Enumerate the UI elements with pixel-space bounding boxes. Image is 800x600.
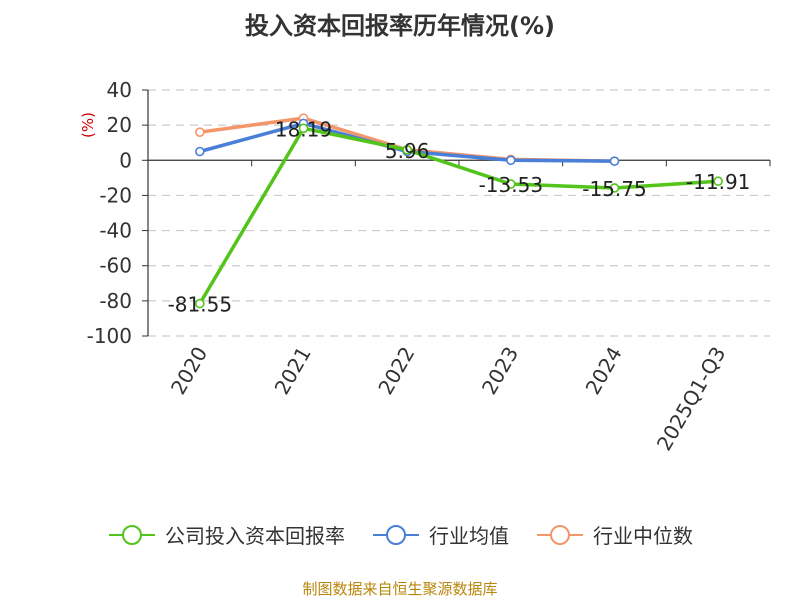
series-point-0 <box>298 123 309 134</box>
legend-item-2[interactable]: 行业中位数 <box>535 520 693 549</box>
y-tick-label: -60 <box>99 254 132 278</box>
series-point-2 <box>195 127 205 137</box>
series-lines <box>195 113 723 309</box>
data-label: 18.19 <box>275 117 332 141</box>
y-tick-label: -100 <box>87 324 132 348</box>
x-tick-label: 2022 <box>373 343 419 399</box>
data-labels: -81.55 18.19 5.96 -13.53 -15.75 -11.91 <box>168 117 751 316</box>
series-point-1 <box>506 155 516 166</box>
data-label: -13.53 <box>479 173 543 197</box>
data-label: -81.55 <box>168 293 232 317</box>
legend-marker <box>386 524 406 545</box>
legend-marker <box>122 524 142 545</box>
chart-title: 投入资本回报率历年情况(%) <box>245 12 555 40</box>
legend-symbol-icon <box>109 524 155 545</box>
x-tick-label: 2021 <box>270 343 316 399</box>
series-point-0 <box>506 179 516 189</box>
data-label: 5.96 <box>385 139 430 163</box>
x-tick-label: 2024 <box>581 343 627 399</box>
legend: 公司投入资本回报率 行业均值 行业中位数 <box>0 520 800 549</box>
y-tick-label: 20 <box>107 113 132 137</box>
data-label: -15.75 <box>582 177 646 201</box>
x-tick-label: 2023 <box>477 343 523 399</box>
y-tick-label: -20 <box>99 183 132 207</box>
y-tick-label: 40 <box>107 78 132 102</box>
y-tick-label: -40 <box>99 219 132 243</box>
y-tick-label: 0 <box>119 148 132 172</box>
series-point-0 <box>195 298 205 309</box>
x-tick-label: 2020 <box>166 343 212 399</box>
source-note: 制图数据来自恒生聚源数据库 <box>302 580 498 598</box>
legend-item-0[interactable]: 公司投入资本回报率 <box>107 520 345 549</box>
legend-symbol-icon <box>373 524 419 545</box>
line-chart: 40 20 0 -20 -40 -60 -80 -100 2020 2021 2022 2023 202… <box>79 78 771 455</box>
series-point-0 <box>609 183 620 193</box>
legend-symbol-icon <box>537 524 583 545</box>
x-tick-label: 2025Q1-Q3 <box>652 343 731 455</box>
series-line-0 <box>198 126 719 305</box>
legend-label: 行业中位数 <box>593 524 693 548</box>
legend-label: 行业均值 <box>429 524 509 548</box>
legend-label: 公司投入资本回报率 <box>165 524 345 548</box>
legend-marker <box>550 524 570 545</box>
legend-item-1[interactable]: 行业均值 <box>371 520 509 549</box>
series-point-1 <box>609 156 620 166</box>
series-point-1 <box>195 146 205 157</box>
y-tick-label: -80 <box>99 289 132 313</box>
series-point-0 <box>402 145 412 155</box>
data-label: -11.91 <box>686 170 750 194</box>
y-axis-label: (%) <box>79 112 97 138</box>
axes: 40 20 0 -20 -40 -60 -80 -100 2020 2021 2022 2023 202… <box>87 78 771 455</box>
series-point-0 <box>713 176 723 187</box>
